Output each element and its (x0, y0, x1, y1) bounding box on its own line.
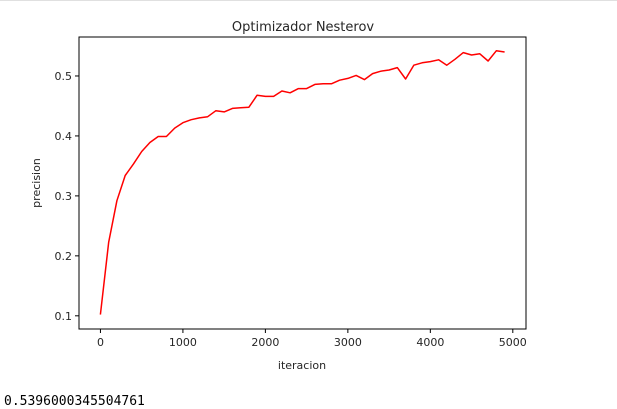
chart-title: Optimizador Nesterov (232, 20, 375, 35)
y-tick-label: 0.1 (55, 310, 73, 323)
series-line (99, 50, 505, 315)
x-tick-label: 1000 (169, 336, 197, 349)
x-axis: 0 1000 2000 3000 4000 5000 (97, 329, 527, 349)
y-tick-label: 0.3 (55, 190, 73, 203)
x-axis-label: iteracion (278, 359, 326, 372)
x-tick-label: 5000 (499, 336, 527, 349)
x-tick-label: 0 (97, 336, 104, 349)
y-axis: 0.1 0.2 0.3 0.4 0.5 (55, 70, 79, 323)
x-tick-label: 3000 (334, 336, 362, 349)
plot-frame (78, 36, 527, 330)
line-chart: Optimizador Nesterov 0 1000 2000 3000 4000 50… (30, 20, 527, 372)
y-tick-label: 0.5 (55, 70, 73, 83)
y-tick-label: 0.4 (55, 130, 73, 143)
x-tick-label: 2000 (251, 336, 279, 349)
plot-area (78, 36, 527, 330)
series-layer (99, 50, 505, 315)
y-tick-label: 0.2 (55, 250, 73, 263)
y-axis-label: precision (30, 158, 43, 208)
top-divider (0, 0, 617, 1)
x-tick-label: 4000 (416, 336, 444, 349)
